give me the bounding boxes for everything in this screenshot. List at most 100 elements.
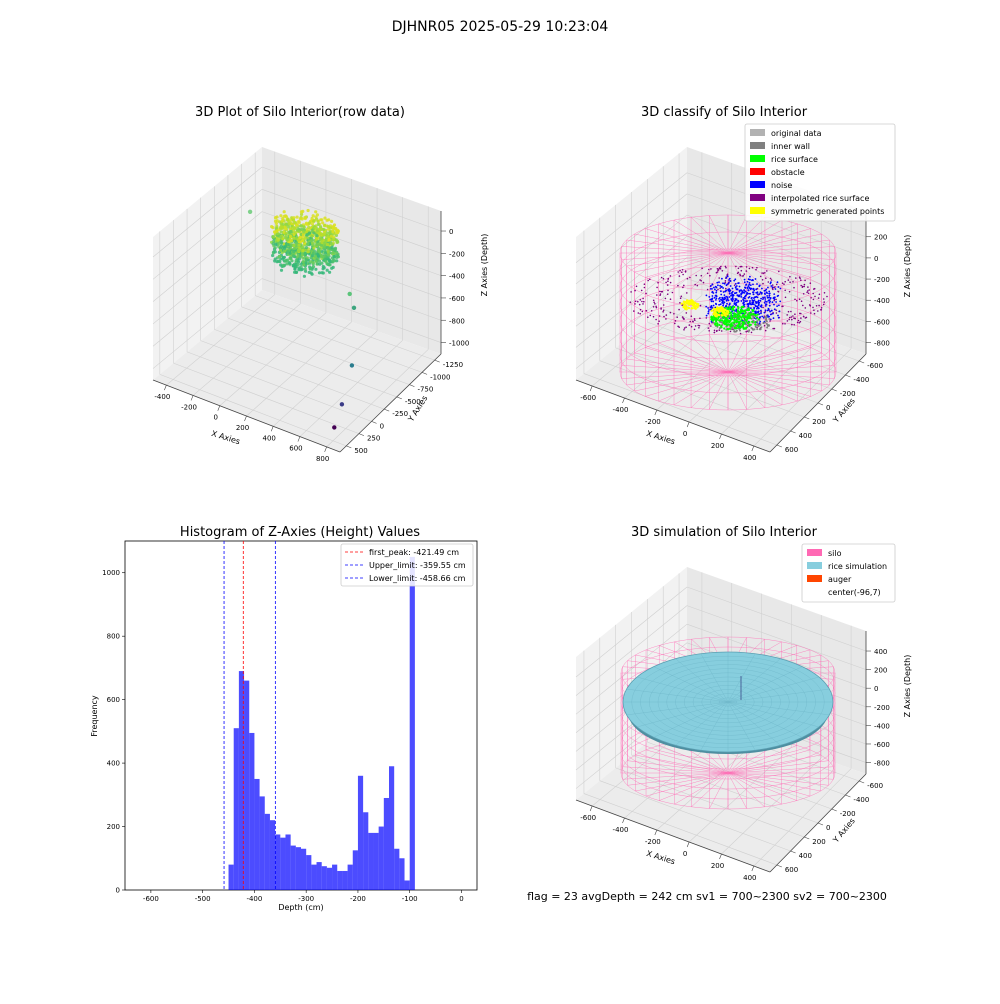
interpolated-point xyxy=(678,275,681,277)
interpolated-point xyxy=(800,279,802,282)
y-tick-mark xyxy=(817,402,824,406)
z-tick-label: -400 xyxy=(449,273,465,281)
interpolated-point xyxy=(788,318,790,321)
scatter-point xyxy=(271,242,275,246)
x-tick-label: 400 xyxy=(263,434,276,442)
surface-mesh-line xyxy=(727,688,830,703)
silo-spoke xyxy=(727,772,765,808)
rice-surface-point xyxy=(745,319,748,322)
interpolated-point xyxy=(662,304,665,306)
x-tick-mark xyxy=(622,817,625,824)
interpolated-point xyxy=(657,323,659,325)
silo-spoke xyxy=(727,352,822,373)
silo-spoke xyxy=(691,772,729,808)
silo-spoke xyxy=(621,252,729,260)
rice-surface-point xyxy=(748,320,751,324)
noise-point xyxy=(758,322,761,325)
surface-mesh-line xyxy=(637,701,729,728)
scatter-point xyxy=(315,213,319,217)
scatter-point xyxy=(282,210,286,214)
y-tick-mark xyxy=(421,372,428,375)
interpolated-point xyxy=(642,303,644,305)
rice-surface-point xyxy=(740,325,744,328)
noise-point xyxy=(711,290,714,293)
interpolated-point xyxy=(793,286,795,289)
scatter-point xyxy=(335,229,339,233)
interpolated-point xyxy=(700,280,702,282)
scatter-point xyxy=(278,259,282,264)
noise-point xyxy=(778,310,781,313)
noise-point xyxy=(722,291,725,293)
x-tick-label: -200 xyxy=(645,418,661,426)
classify-plot-title: 3D classify of Silo Interior xyxy=(641,105,808,120)
symmetric-point xyxy=(693,306,696,309)
scatter-point xyxy=(302,225,306,229)
noise-point xyxy=(725,299,728,302)
noise-point xyxy=(721,301,724,304)
interpolated-point xyxy=(820,307,823,309)
scatter-point xyxy=(279,240,283,244)
scatter-point xyxy=(280,219,284,223)
surface-mesh-line xyxy=(727,701,819,728)
legend-swatch xyxy=(750,142,765,149)
silo-spoke xyxy=(621,371,729,379)
interpolated-point xyxy=(669,298,672,301)
inner-wall-point xyxy=(765,318,767,321)
noise-point xyxy=(718,300,721,303)
legend-swatch xyxy=(750,181,765,188)
interpolated-point xyxy=(674,320,677,322)
interpolated-point xyxy=(781,282,784,285)
scatter-point xyxy=(289,230,293,234)
noise-point xyxy=(738,285,741,288)
histogram-bar xyxy=(368,832,374,890)
y-tick-label: 0 xyxy=(116,887,120,895)
scatter-point xyxy=(293,230,297,234)
interpolated-point xyxy=(634,303,636,305)
interpolated-point xyxy=(650,310,653,312)
noise-point xyxy=(744,297,746,300)
noise-point xyxy=(767,299,770,302)
scatter-point xyxy=(320,240,324,244)
interpolated-point xyxy=(800,317,802,319)
noise-point xyxy=(758,293,761,296)
interpolated-point xyxy=(699,279,701,281)
histogram-bar xyxy=(347,864,353,890)
rice-surface-point xyxy=(728,327,731,330)
noise-point xyxy=(722,287,724,289)
noise-point xyxy=(752,287,755,290)
interpolated-point xyxy=(788,316,791,319)
silo-spoke xyxy=(621,365,729,373)
silo-spoke xyxy=(727,766,834,774)
interpolated-point xyxy=(662,277,665,280)
interpolated-point xyxy=(639,312,641,315)
interpolated-point xyxy=(800,312,802,315)
interpolated-point xyxy=(794,317,796,320)
silo-spoke xyxy=(727,215,747,254)
histogram-bar xyxy=(244,680,250,890)
x-axis-line xyxy=(152,379,341,453)
symmetric-point xyxy=(687,303,691,306)
z-tick-label: -1000 xyxy=(449,340,469,348)
histogram-bar xyxy=(275,834,281,890)
simulation-plot-ylabel: Y Axies xyxy=(831,816,857,845)
y-tick-mark xyxy=(384,408,390,412)
silo-spoke xyxy=(727,334,747,373)
interpolated-point xyxy=(692,320,694,323)
raw-plot-title: 3D Plot of Silo Interior(row data) xyxy=(195,105,405,120)
noise-point xyxy=(759,305,762,308)
interpolated-point xyxy=(674,322,676,325)
scatter-point xyxy=(289,256,293,260)
noise-point xyxy=(738,294,740,297)
x-tick-mark xyxy=(686,421,690,428)
silo-spoke xyxy=(634,252,729,273)
legend-swatch xyxy=(807,575,822,582)
y-tick-label: 800 xyxy=(107,633,120,641)
interpolated-point xyxy=(660,307,662,309)
noise-point xyxy=(766,295,768,297)
x-tick-mark xyxy=(622,397,625,404)
interpolated-point xyxy=(673,313,675,315)
classify-legend: original data inner wall rice surface obsta… xyxy=(744,123,896,222)
y-tick-label: -400 xyxy=(853,796,869,804)
interpolated-point xyxy=(655,306,658,309)
noise-point xyxy=(754,310,756,313)
